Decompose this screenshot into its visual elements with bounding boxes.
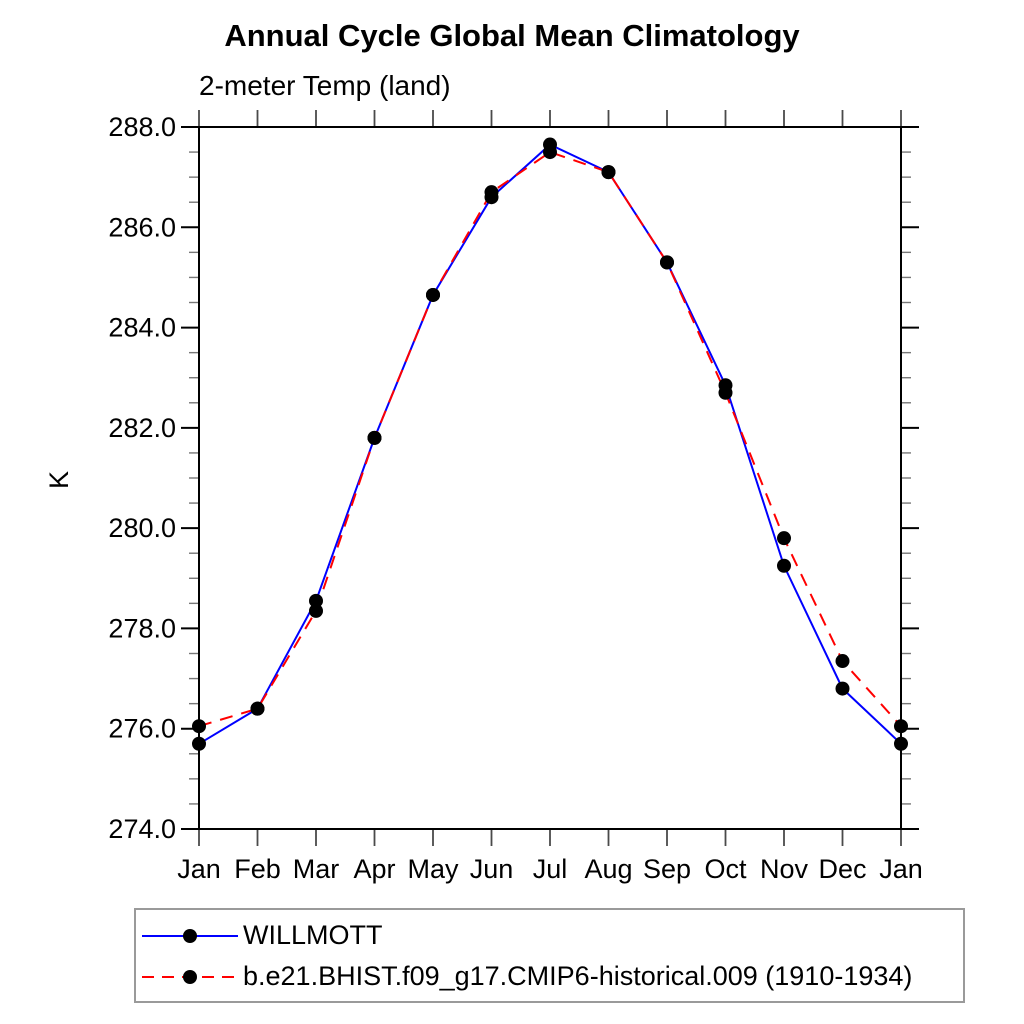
marker-s1-1 (250, 701, 265, 716)
svg-text:Dec: Dec (818, 854, 866, 884)
y-axis-labels: 274.0 276.0 278.0 280.0 282.0 284.0 286.0 288.0 (108, 112, 176, 844)
marker-s1-10 (777, 531, 791, 546)
y-axis-title: K (44, 471, 74, 489)
series-line-1 (198, 150, 902, 728)
svg-text:282.0: 282.0 (108, 413, 176, 443)
svg-text:286.0: 286.0 (108, 212, 176, 242)
svg-text:Sep: Sep (643, 854, 691, 884)
chart-title: Annual Cycle Global Mean Climatology (224, 18, 800, 53)
svg-text:274.0: 274.0 (108, 814, 176, 844)
svg-text:Oct: Oct (704, 854, 747, 884)
marker-s0-12 (894, 736, 908, 751)
data-markers (192, 137, 908, 751)
y-axis-ticks (181, 126, 919, 830)
svg-text:Feb: Feb (234, 854, 281, 884)
x-axis-labels: Jan Feb Mar Apr May Jun Jul Aug Sep Oct Nov Dec Jan (177, 854, 923, 884)
svg-text:278.0: 278.0 (108, 613, 176, 643)
legend-item-willmott: WILLMOTT (136, 915, 963, 956)
legend-line-sample-solid (142, 928, 238, 943)
marker-s1-8 (660, 255, 674, 270)
svg-text:Jul: Jul (533, 854, 568, 884)
marker-s1-3 (367, 430, 382, 445)
chart-subtitle: 2-meter Temp (land) (199, 70, 451, 101)
marker-s1-0 (192, 719, 206, 734)
svg-text:276.0: 276.0 (108, 714, 176, 744)
legend-label-model: b.e21.BHIST.f09_g17.CMIP6-historical.009… (243, 961, 913, 991)
marker-s0-11 (835, 681, 850, 696)
series-lines (198, 143, 902, 745)
marker-s1-6 (543, 145, 557, 160)
marker-s1-11 (835, 654, 850, 669)
svg-text:284.0: 284.0 (108, 313, 176, 343)
svg-text:Jan: Jan (177, 854, 221, 884)
svg-text:Aug: Aug (584, 854, 632, 884)
legend-line-sample-dashed (142, 969, 238, 984)
svg-text:Jan: Jan (879, 854, 923, 884)
marker-s1-2 (309, 603, 323, 618)
series-line-0 (198, 143, 902, 745)
svg-text:Nov: Nov (760, 854, 809, 884)
marker-s0-10 (777, 558, 791, 573)
svg-text:May: May (407, 854, 459, 884)
marker-s1-5 (484, 185, 499, 200)
svg-text:280.0: 280.0 (108, 513, 176, 543)
svg-text:Jun: Jun (470, 854, 514, 884)
marker-s0-2 (309, 593, 323, 608)
legend: WILLMOTT b.e21.BHIST.f09_g17.CMIP6-histo… (134, 908, 965, 1003)
svg-text:288.0: 288.0 (108, 112, 176, 142)
legend-item-model: b.e21.BHIST.f09_g17.CMIP6-historical.009… (136, 956, 963, 997)
marker-s1-4 (426, 287, 440, 302)
marker-s1-12 (894, 719, 908, 734)
marker-s1-7 (601, 165, 616, 180)
svg-text:Mar: Mar (293, 854, 340, 884)
legend-label-willmott: WILLMOTT (243, 920, 383, 950)
svg-text:Apr: Apr (353, 854, 395, 884)
marker-s1-9 (718, 385, 733, 400)
marker-s0-0 (192, 736, 206, 751)
x-axis-ticks (198, 110, 902, 846)
plot-frame (198, 126, 902, 830)
